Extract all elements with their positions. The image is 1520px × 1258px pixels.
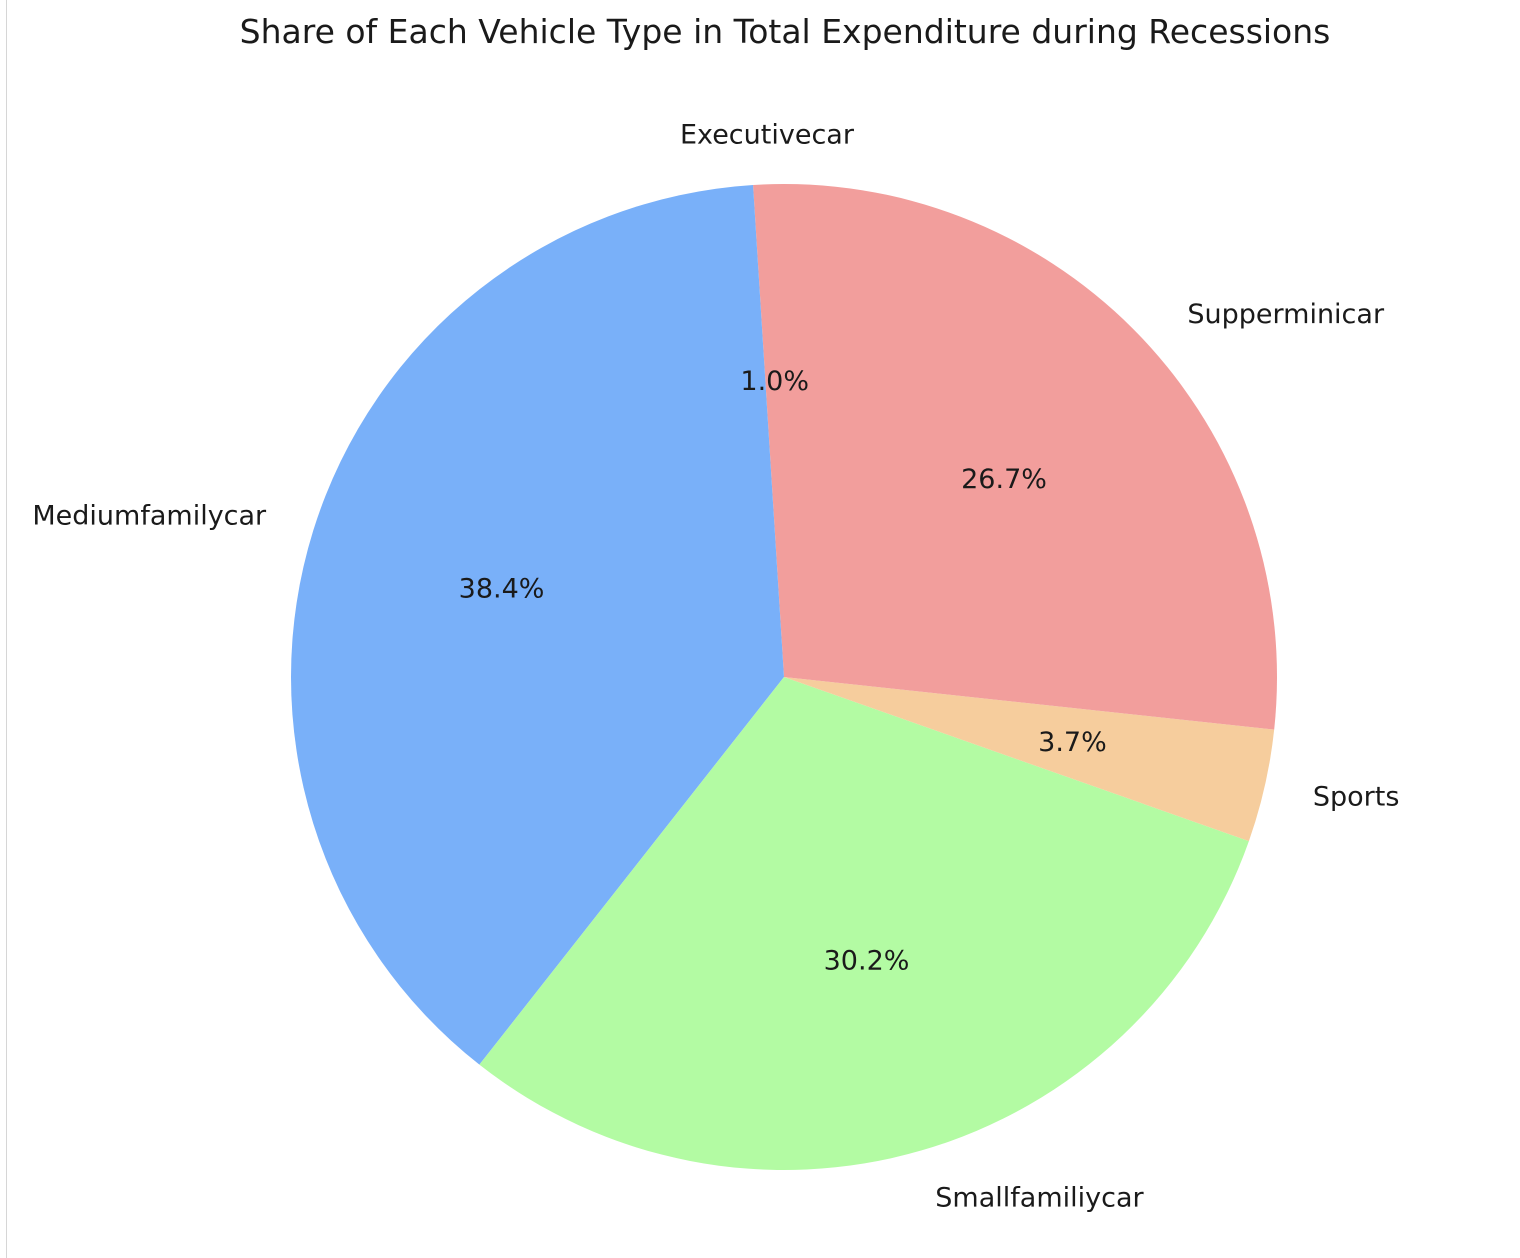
pie-slice-smallfamiliycar [479,677,1249,1170]
category-label-sports: Sports [1313,781,1400,812]
pct-label-executivecar: 1.0% [740,366,809,397]
pct-label-supperminicar: 26.7% [961,464,1047,495]
pie-labels: 1.0% Executivecar 38.4% Mediumfamilycar 30.2… [32,119,1399,1213]
pct-label-smallfamiliycar: 30.2% [824,946,910,977]
pie-slice-supperminicar [784,184,1277,730]
category-label-executivecar: Executivecar [680,119,855,150]
pct-label-mediumfamilycar: 38.4% [459,574,545,605]
pie-slices [291,184,1277,1170]
pie-slice-executivecar [753,184,784,677]
pie-slice-mediumfamilycar [291,184,784,1065]
pct-label-sports: 3.7% [1038,727,1107,758]
category-label-smallfamiliycar: Smallfamiliycar [935,1182,1144,1213]
pie-slice-sports [784,677,1275,842]
category-label-supperminicar: Supperminicar [1187,299,1385,330]
category-label-mediumfamilycar: Mediumfamilycar [32,500,267,531]
chart-title: Share of Each Vehicle Type in Total Expe… [239,12,1331,51]
